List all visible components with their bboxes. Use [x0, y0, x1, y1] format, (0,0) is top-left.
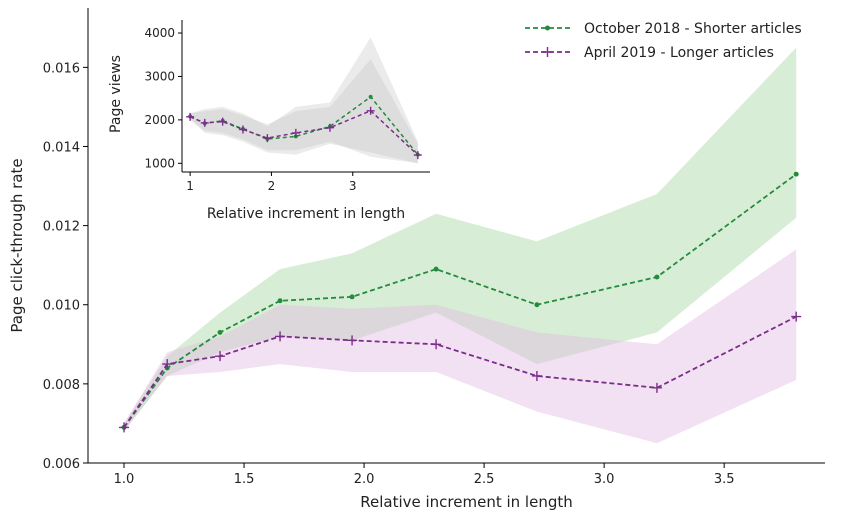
inset-series-2-point — [366, 106, 375, 115]
y-axis-label: Page click-through rate — [8, 158, 26, 332]
legend: October 2018 - Shorter articles April 201… — [525, 21, 802, 61]
inset-axes: 1 2 3 1000 2000 3000 4000 Relative increment in… — [108, 20, 430, 222]
inset-confidence-bands — [190, 37, 418, 164]
main-axes: 1.0 1.5 2.0 2.5 3.0 3.5 0.006 0.008 0.010 0.012 0.… — [8, 8, 825, 511]
series-1-point — [654, 274, 660, 280]
series-2-point — [119, 422, 130, 433]
inset-series-1-point — [368, 94, 373, 99]
series-2-point — [531, 370, 542, 381]
series-1 — [121, 171, 799, 430]
legend-item-2: April 2019 - Longer articles — [525, 45, 774, 61]
series-1-line — [123, 173, 797, 428]
legend-swatch-marker — [545, 25, 550, 31]
series-2-point — [431, 339, 442, 350]
inset-series-2-point — [186, 112, 195, 121]
series-2-point — [275, 331, 286, 342]
series-2-point — [791, 311, 802, 322]
inset-chart: 1 2 3 1000 2000 3000 4000 Relative increment in… — [108, 20, 430, 222]
inset-series-1-confidence-band — [190, 37, 418, 164]
series-1-confidence-band — [124, 47, 797, 432]
main-chart: 1.0 1.5 2.0 2.5 3.0 3.5 0.006 0.008 0.010 0.012 0.… — [8, 8, 825, 511]
y-tick-label: 0.008 — [43, 378, 80, 393]
legend-label: October 2018 - Shorter articles — [584, 21, 802, 37]
inset-series-2-point — [218, 117, 227, 126]
series-1-point — [433, 266, 439, 272]
inset-x-axis-label: Relative increment in length — [207, 206, 405, 222]
x-tick-label: 3.5 — [714, 472, 735, 487]
inset-x-tick-label: 1 — [186, 179, 194, 193]
inset-y-tick-label: 4000 — [144, 26, 175, 40]
series-1-point — [217, 329, 223, 335]
series-1-point — [793, 171, 799, 177]
series-2-point — [347, 335, 358, 346]
y-tick-label: 0.016 — [43, 61, 80, 76]
x-tick-label: 2.0 — [354, 472, 375, 487]
series-1-point — [349, 294, 355, 300]
legend-item-1: October 2018 - Shorter articles — [525, 21, 802, 37]
y-tick-label: 0.012 — [43, 220, 80, 235]
y-tick-label: 0.014 — [43, 140, 80, 155]
series-1-point — [277, 298, 283, 304]
confidence-bands — [124, 47, 797, 444]
series-2-point — [651, 382, 662, 393]
series-2-point — [215, 351, 226, 362]
inset-series-2-point — [200, 118, 209, 127]
legend-label: April 2019 - Longer articles — [584, 45, 774, 61]
inset-series-2 — [186, 106, 422, 160]
inset-x-tick-label: 3 — [349, 179, 357, 193]
inset-y-tick-label: 3000 — [144, 69, 175, 83]
inset-series-2-point — [238, 125, 247, 134]
x-tick-label: 2.5 — [474, 472, 495, 487]
inset-series-2-confidence-band — [190, 59, 418, 164]
inset-series-2-point — [325, 123, 334, 132]
inset-series-2-line — [189, 109, 419, 156]
series-2-confidence-band — [124, 249, 797, 444]
x-tick-label: 1.5 — [234, 472, 255, 487]
x-tick-label: 3.0 — [594, 472, 615, 487]
series-2-point — [162, 359, 173, 370]
inset-series-2-point — [263, 134, 272, 143]
legend-swatch-marker — [542, 47, 553, 57]
inset-series-2-point — [413, 151, 422, 160]
inset-y-tick-label: 1000 — [144, 156, 175, 170]
series-1-point — [534, 302, 540, 308]
inset-y-axis-label: Page views — [108, 55, 124, 133]
x-axis-label: Relative increment in length — [360, 493, 573, 511]
inset-y-tick-label: 2000 — [144, 113, 175, 127]
x-tick-label: 1.0 — [114, 472, 135, 487]
inset-x-tick-label: 2 — [268, 179, 276, 193]
y-tick-label: 0.010 — [43, 299, 80, 314]
inset-series-2-point — [291, 128, 300, 137]
inset-background — [182, 20, 430, 172]
series-2 — [119, 311, 802, 433]
y-tick-label: 0.006 — [43, 457, 80, 472]
